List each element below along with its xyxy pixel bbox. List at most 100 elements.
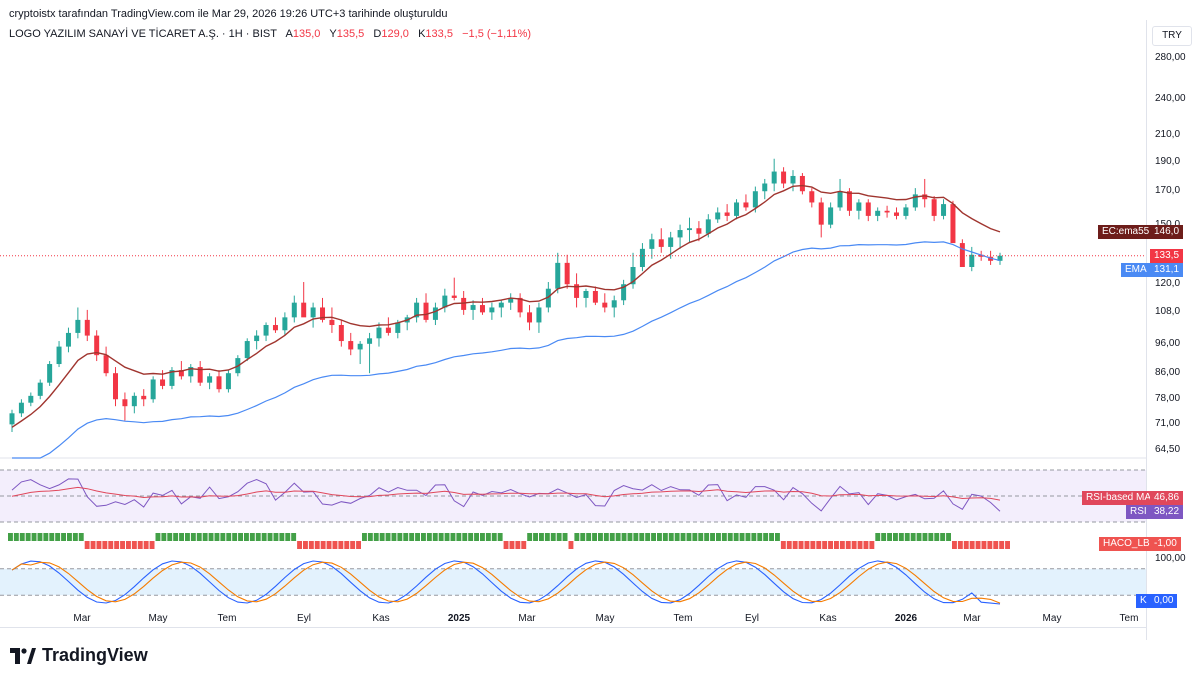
candle-body (574, 284, 580, 298)
haco-block (450, 533, 456, 541)
candle-body (969, 254, 975, 268)
time-tick: Kas (819, 613, 837, 624)
haco-block (356, 541, 361, 549)
currency-button[interactable]: TRY (1152, 26, 1192, 46)
haco-block (261, 533, 267, 541)
haco-block (733, 533, 739, 541)
ema-line (12, 241, 1001, 459)
haco-block (155, 533, 161, 541)
chart-canvas[interactable]: 60,00 (0, 0, 1146, 627)
haco-block (851, 541, 857, 549)
haco-block (202, 533, 208, 541)
haco-block (474, 533, 479, 541)
haco-block (839, 541, 845, 549)
candle-body (103, 355, 109, 374)
candle-body (752, 191, 758, 208)
haco-block (385, 533, 391, 541)
haco-block (114, 541, 120, 549)
candle-body (781, 171, 787, 184)
time-tick: 2025 (447, 613, 471, 624)
haco-block (438, 533, 444, 541)
haco-block (84, 541, 90, 549)
haco-block (857, 541, 863, 549)
haco-block (19, 533, 25, 541)
haco-block (238, 533, 243, 541)
haco-block (373, 533, 379, 541)
price-tick: 210,0 (1155, 128, 1181, 140)
haco-block (615, 533, 621, 541)
low-key: D (373, 28, 382, 40)
candle-body (432, 307, 438, 320)
haco-block (804, 541, 810, 549)
haco-block (999, 541, 1005, 549)
candle-body (94, 335, 100, 356)
haco-block (72, 533, 78, 541)
candle-body (724, 212, 730, 216)
candle-body (310, 307, 316, 318)
haco-block (362, 533, 367, 541)
time-tick: Kas (372, 613, 390, 624)
haco-block (592, 533, 597, 541)
haco-block (928, 533, 934, 541)
candle-body (517, 297, 523, 313)
candle-body (583, 290, 589, 298)
candle-body (677, 230, 683, 238)
haco-block (244, 533, 249, 541)
candle-body (705, 219, 711, 234)
haco-block (131, 541, 137, 549)
candle-body (178, 370, 184, 377)
haco-block (963, 541, 969, 549)
haco-block (993, 541, 999, 549)
haco-block (727, 533, 733, 541)
haco-block (881, 533, 887, 541)
haco-block (662, 533, 668, 541)
haco-block (845, 541, 851, 549)
rsi-name-label: RSI (1126, 505, 1151, 519)
candle-body (47, 364, 53, 383)
candle-body (461, 297, 467, 310)
candle-body (790, 175, 796, 184)
haco-block (255, 533, 261, 541)
candle-body (28, 395, 34, 403)
haco-block (25, 533, 31, 541)
candle-body (846, 191, 852, 211)
haco-block (338, 541, 344, 549)
haco-block (167, 533, 173, 541)
haco-block (893, 533, 898, 541)
candle-body (423, 302, 429, 320)
time-tick: May (1042, 613, 1062, 624)
candle-body (762, 183, 768, 192)
haco-block (704, 533, 710, 541)
close-value: 133,5 (425, 28, 453, 40)
haco-block (37, 533, 43, 541)
haco-block (291, 533, 297, 541)
price-tick: 96,00 (1155, 337, 1181, 349)
haco-name-label: HACO_LB (1099, 537, 1154, 551)
high-key: Y (329, 28, 337, 40)
haco-block (421, 533, 426, 541)
candle-body (188, 367, 194, 377)
haco-block (285, 533, 291, 541)
haco-block (792, 541, 798, 549)
haco-block (232, 533, 238, 541)
price-tick: 120,0 (1155, 278, 1181, 290)
candle-body (950, 204, 956, 244)
haco-block (13, 533, 19, 541)
high-value: 135,5 (336, 28, 365, 40)
haco-block (898, 533, 904, 541)
haco-block (521, 541, 527, 549)
candle-body (291, 302, 297, 318)
haco-block (220, 533, 226, 541)
haco-block (61, 533, 66, 541)
candle-body (658, 239, 664, 247)
last-price-label: 133,5 (1150, 249, 1184, 263)
haco-block (544, 533, 550, 541)
candle-body (65, 332, 71, 347)
haco-block (710, 533, 715, 541)
candle-body (799, 175, 805, 192)
symbol-name[interactable]: LOGO YAZILIM SANAYİ VE TİCARET A.Ş. · 1H… (9, 28, 277, 40)
candle-body (884, 210, 890, 213)
tradingview-logo[interactable]: TradingView (10, 645, 148, 666)
candle-body (75, 319, 81, 333)
haco-block (763, 533, 769, 541)
